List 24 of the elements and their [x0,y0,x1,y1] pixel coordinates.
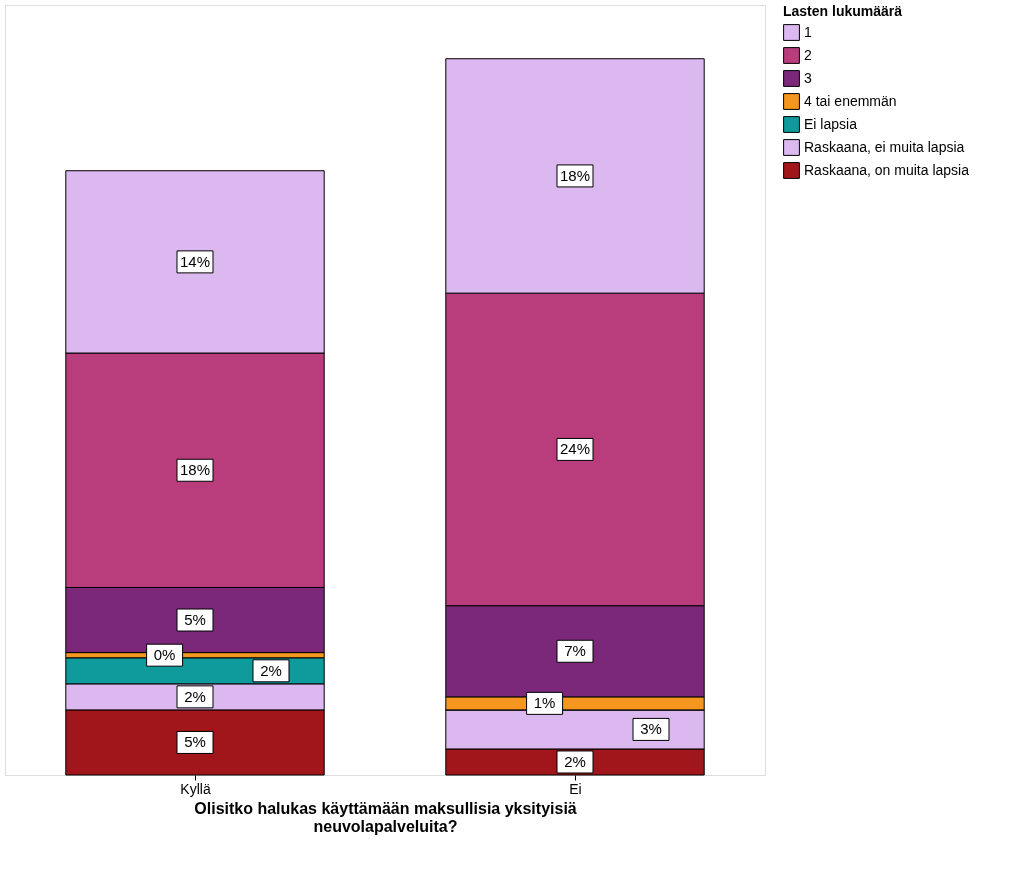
data-label: 3% [640,720,662,738]
legend-label: Raskaana, ei muita lapsia [804,138,965,155]
data-label: 18% [179,461,211,479]
data-label: 1% [533,694,556,712]
x-axis-title: Olisitko halukas käyttämään maksullisia yksityisiä neuvolapalveluita? [194,799,577,835]
data-label: 0% [153,646,176,664]
data-label: 24% [559,440,591,458]
legend-label: 2 [804,46,812,63]
data-label: 14% [179,252,211,270]
data-label: 2% [184,687,206,705]
legend-label: Ei lapsia [804,115,858,132]
x-tick-label: Ei [569,780,582,797]
data-label: 18% [559,166,591,184]
legend-label: Raskaana, on muita lapsia [804,161,970,178]
data-label: 2% [260,661,282,679]
x-tick-label: Kyllä [180,780,211,797]
data-label: 5% [184,611,206,629]
data-label: 2% [564,752,586,770]
data-label: 7% [564,642,586,660]
legend-label: 4 tai enemmän [804,92,897,109]
legend-title: Lasten lukumäärä [783,3,903,19]
legend-label: 3 [804,69,812,86]
legend-label: 1 [804,23,812,40]
data-label: 5% [184,733,206,751]
